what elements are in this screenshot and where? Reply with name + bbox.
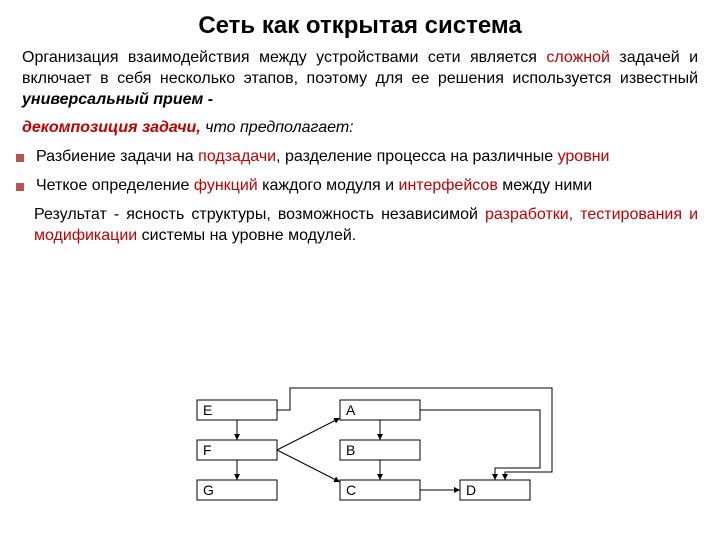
text: системы на уровне модулей. [137,227,356,244]
text: Организация взаимодействия между устройс… [22,49,546,66]
diagram-node [340,400,420,420]
diagram-node [197,440,277,460]
diagram-node-label: G [203,482,214,498]
text-red-bold-italic: декомпозиция задачи, [22,119,201,136]
diagram-node [197,480,277,500]
text-red: подзадачи [198,148,276,165]
list-item: Разбиение задачи на подзадачи, разделени… [22,147,698,168]
diagram-node [340,480,420,500]
diagram-node-label: A [346,402,356,418]
diagram-node [340,440,420,460]
bullet-list: Разбиение задачи на подзадачи, разделени… [22,147,698,197]
content-block: Организация взаимодействия между устройс… [0,48,720,246]
text-bold-italic: универсальный прием - [22,91,213,108]
diagram-node-label: C [346,482,356,498]
intro-paragraph: Организация взаимодействия между устройс… [22,48,698,110]
diagram-node [460,480,530,500]
text: , разделение процесса на различные [276,148,557,165]
text-italic: что предполагает: [201,119,354,136]
text-red: функций [194,177,258,194]
text: Результат - ясность структуры, возможнос… [34,206,485,223]
text-red: интерфейсов [399,177,498,194]
diagram-node-label: E [203,402,212,418]
text: каждого модуля и [258,177,399,194]
decomposition-paragraph: декомпозиция задачи, что предполагает: [22,118,698,139]
text: Четкое определение [36,177,194,194]
text-red: сложной [546,49,610,66]
diagram-node-label: B [346,442,355,458]
text: Разбиение задачи на [36,148,198,165]
diagram-node-label: F [203,442,212,458]
page-title: Сеть как открытая система [0,0,720,48]
text-red: уровни [558,148,610,165]
text: между ними [498,177,592,194]
diagram-node [197,400,277,420]
diagram-node-label: D [466,482,476,498]
list-item: Четкое определение функций каждого модул… [22,176,698,197]
result-paragraph: Результат - ясность структуры, возможнос… [22,205,698,247]
